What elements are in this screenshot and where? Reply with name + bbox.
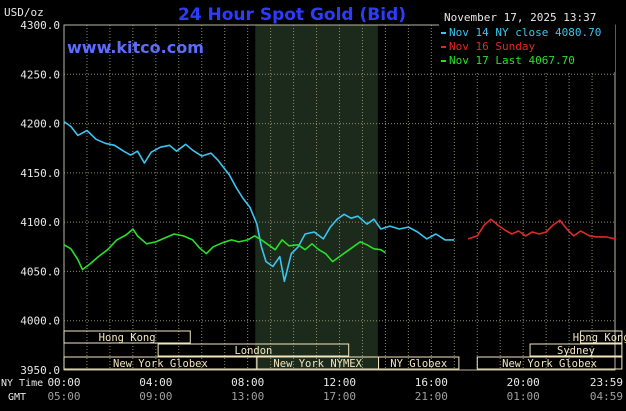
y-tick-label: 4000.0 xyxy=(20,315,60,328)
session-box xyxy=(157,343,350,357)
y-tick-label: 4200.0 xyxy=(20,118,60,131)
legend-swatch xyxy=(441,32,446,34)
x-tick-label-gmt: 05:00 xyxy=(47,390,80,403)
chart-timestamp: November 17, 2025 13:37 xyxy=(444,11,596,24)
legend-swatch xyxy=(441,60,446,62)
session-label: Hong Kong xyxy=(99,332,156,344)
x-tick-label-gmt: 17:00 xyxy=(323,390,356,403)
session-label: New York Globex xyxy=(113,358,208,370)
website-label: www.kitco.com xyxy=(67,38,204,57)
x-row-label-ny: NY Time xyxy=(1,378,43,389)
y-axis-unit-label: USD/oz xyxy=(4,6,44,19)
x-row-label-gmt: GMT xyxy=(8,392,26,403)
x-tick-label-gmt: 13:00 xyxy=(231,390,264,403)
legend-swatch xyxy=(441,46,446,48)
x-tick-label-ny: 23:59 xyxy=(590,376,623,389)
x-tick-label-gmt: 01:00 xyxy=(507,390,540,403)
y-tick-label: 4050.0 xyxy=(20,265,60,278)
session-label: Hong Kong xyxy=(573,332,626,344)
series-line-2 xyxy=(467,218,616,240)
session-label: New York NYMEX xyxy=(273,358,362,370)
session-box xyxy=(476,356,623,370)
legend-entry: Nov 14 NY close 4080.70 xyxy=(449,26,601,39)
series-layer xyxy=(63,120,616,283)
series-line-3 xyxy=(63,228,386,271)
session-box xyxy=(63,330,191,344)
plot-frame xyxy=(63,24,616,371)
y-tick-label: 3950.0 xyxy=(20,364,60,377)
x-tick-label-ny: 04:00 xyxy=(139,376,172,389)
x-tick-label-ny: 12:00 xyxy=(323,376,356,389)
x-tick-label-gmt: 21:00 xyxy=(415,390,448,403)
legend-box xyxy=(439,24,615,72)
y-tick-label: 4100.0 xyxy=(20,216,60,229)
session-box xyxy=(529,343,623,357)
y-tick-label: 4300.0 xyxy=(20,19,60,32)
legend-entry: Nov 16 Sunday xyxy=(449,40,535,53)
x-tick-label-ny: 00:00 xyxy=(47,376,80,389)
y-tick-label: 4250.0 xyxy=(20,68,60,81)
y-tick-label: 4150.0 xyxy=(20,167,60,180)
session-label: Sydney xyxy=(557,345,595,357)
x-tick-label-gmt: 09:00 xyxy=(139,390,172,403)
session-label: NY Globex xyxy=(390,358,447,370)
session-label: London xyxy=(234,345,272,357)
x-tick-label-ny: 20:00 xyxy=(507,376,540,389)
session-box xyxy=(378,356,460,370)
axis-layer: 4300.0 4250.0 4200.0 4150.0 4100.0 4050.0 4000… xyxy=(20,19,623,403)
x-tick-label-ny: 16:00 xyxy=(415,376,448,389)
legend-entry: Nov 17 Last 4067.70 xyxy=(449,54,575,67)
session-label: New York Globex xyxy=(502,358,597,370)
x-tick-label-gmt: 04:59 xyxy=(590,390,623,403)
series-line-1 xyxy=(63,120,455,283)
grid-layer xyxy=(63,24,616,371)
chart-title: 24 Hour Spot Gold (Bid) xyxy=(178,5,406,25)
session-box xyxy=(580,330,623,344)
x-tick-label-ny: 08:00 xyxy=(231,376,264,389)
